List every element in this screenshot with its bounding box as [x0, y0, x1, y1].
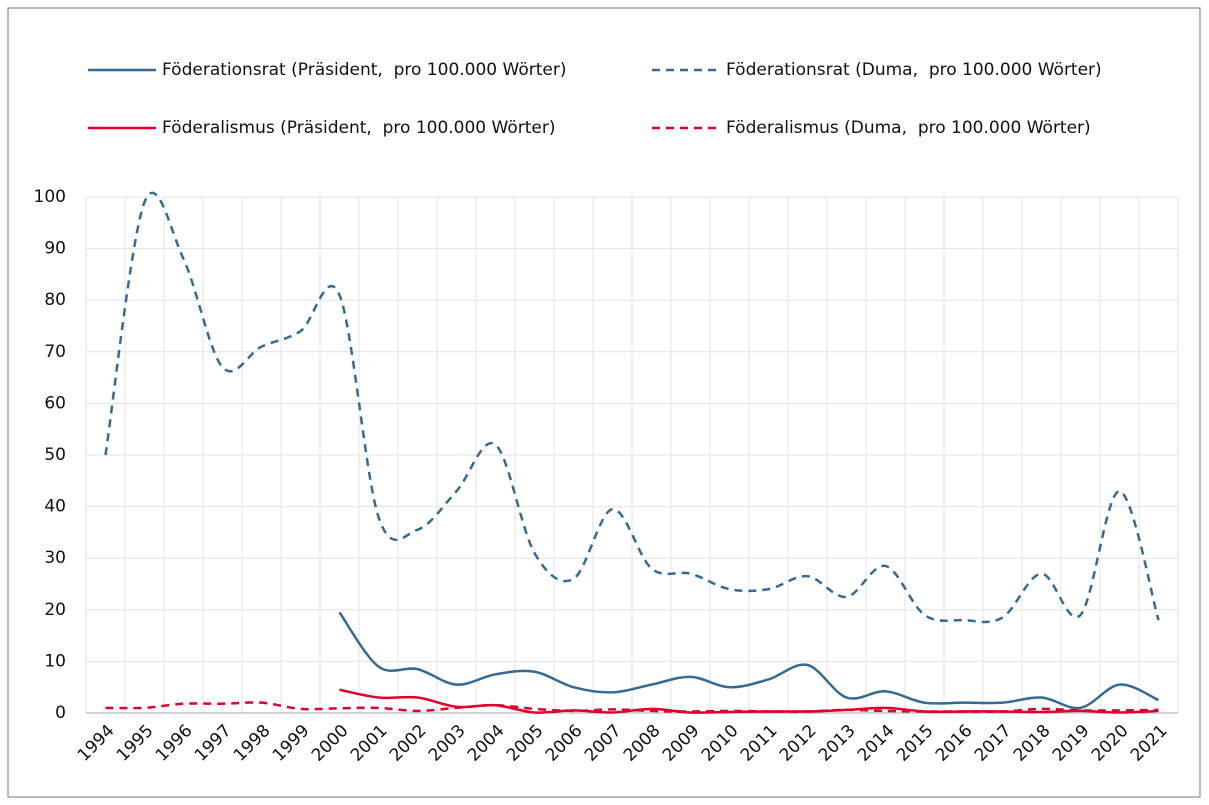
- y-tick-label: 80: [44, 290, 66, 310]
- y-tick-label: 50: [44, 445, 66, 465]
- chart-border: [7, 7, 1201, 798]
- y-tick-label: 30: [44, 548, 66, 568]
- y-tick-label: 20: [44, 600, 66, 620]
- y-tick-label: 60: [44, 393, 66, 413]
- y-tick-label: 40: [44, 497, 66, 517]
- legend-label: Föderalismus (Duma, pro 100.000 Wörter): [726, 118, 1091, 138]
- series-line: [104, 191, 1160, 624]
- legend-label: Föderationsrat (Duma, pro 100.000 Wörter…: [726, 60, 1102, 80]
- y-tick-label: 100: [34, 187, 66, 207]
- y-tick-label: 70: [44, 342, 66, 362]
- series-line: [105, 701, 1159, 713]
- y-tick-label: 10: [44, 651, 66, 671]
- y-tick-label: 0: [55, 703, 66, 723]
- legend-label: Föderationsrat (Präsident, pro 100.000 W…: [162, 60, 566, 80]
- y-tick-label: 90: [44, 239, 66, 259]
- legend-label: Föderalismus (Präsident, pro 100.000 Wör…: [162, 118, 555, 138]
- series-line: [338, 611, 1160, 710]
